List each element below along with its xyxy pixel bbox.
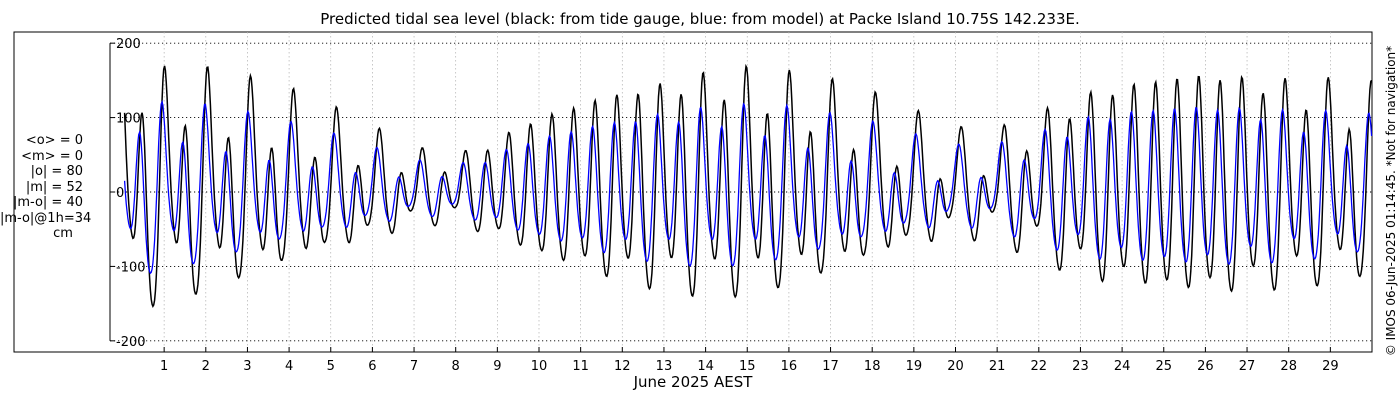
x-tick-label-6: 6 [368,359,376,374]
stat-abs-observed: |o| = 80 [30,164,83,179]
stat-abs-model: |m| = 52 [25,179,83,195]
x-tick-label-18: 18 [864,359,881,374]
x-axis-label: June 2025 AEST [633,373,753,391]
x-tick-label-13: 13 [656,359,673,374]
series-line-model [123,99,1373,275]
x-tick-label-8: 8 [452,359,460,374]
chart-title: Predicted tidal sea level (black: from t… [320,10,1080,28]
x-tick-label-1: 1 [160,359,168,374]
x-tick-label-19: 19 [906,359,923,374]
x-tick-label-27: 27 [1239,359,1256,374]
y-tick-label--200: -200 [116,335,146,350]
x-tick-label-25: 25 [1155,359,1172,374]
x-tick-label-29: 29 [1322,359,1339,374]
x-tick-label-5: 5 [327,359,335,374]
y-tick-label-200: 200 [116,37,141,52]
x-tick-label-26: 26 [1197,359,1214,374]
stat-mean-observed: <o> = 0 [25,133,83,148]
x-tick-label-15: 15 [739,359,756,374]
x-tick-label-9: 9 [493,359,501,374]
y-tick-label--100: -100 [116,260,146,275]
y-tick-label-0: 0 [116,186,124,201]
x-tick-label-14: 14 [697,359,714,374]
grid-lines [110,32,1372,352]
stat-mean-model: <m> = 0 [21,148,83,164]
stat-abs-difference-1h: |m-o|@1h=34 [0,210,92,226]
x-tick-label-7: 7 [410,359,418,374]
stat-abs-difference: |m-o| = 40 [12,195,83,210]
stat-unit: cm [53,226,73,241]
x-tick-label-22: 22 [1031,359,1048,374]
x-tick-label-11: 11 [572,359,589,374]
copyright-notice: © IMOS 06-Jun-2025 01:14:45. *Not for na… [1384,45,1398,357]
x-tick-label-17: 17 [822,359,839,374]
y-tick-label-100: 100 [116,112,141,127]
x-tick-label-28: 28 [1280,359,1297,374]
series-line-tide-gauge [123,63,1373,308]
x-tick-label-10: 10 [531,359,548,374]
x-tick-label-24: 24 [1114,359,1131,374]
x-tick-label-4: 4 [285,359,293,374]
x-tick-label-23: 23 [1072,359,1089,374]
chart-frame [13,31,1373,353]
x-tick-label-12: 12 [614,359,631,374]
axes [109,42,1331,352]
x-tick-label-16: 16 [781,359,798,374]
x-tick-label-21: 21 [989,359,1006,374]
x-tick-label-20: 20 [947,359,964,374]
statistics-panel: <o> = 0 <m> = 0 |o| = 80 |m| = 52 |m-o| … [0,133,110,242]
x-tick-label-3: 3 [243,359,251,374]
x-tick-label-2: 2 [202,359,210,374]
series-group [123,63,1373,308]
